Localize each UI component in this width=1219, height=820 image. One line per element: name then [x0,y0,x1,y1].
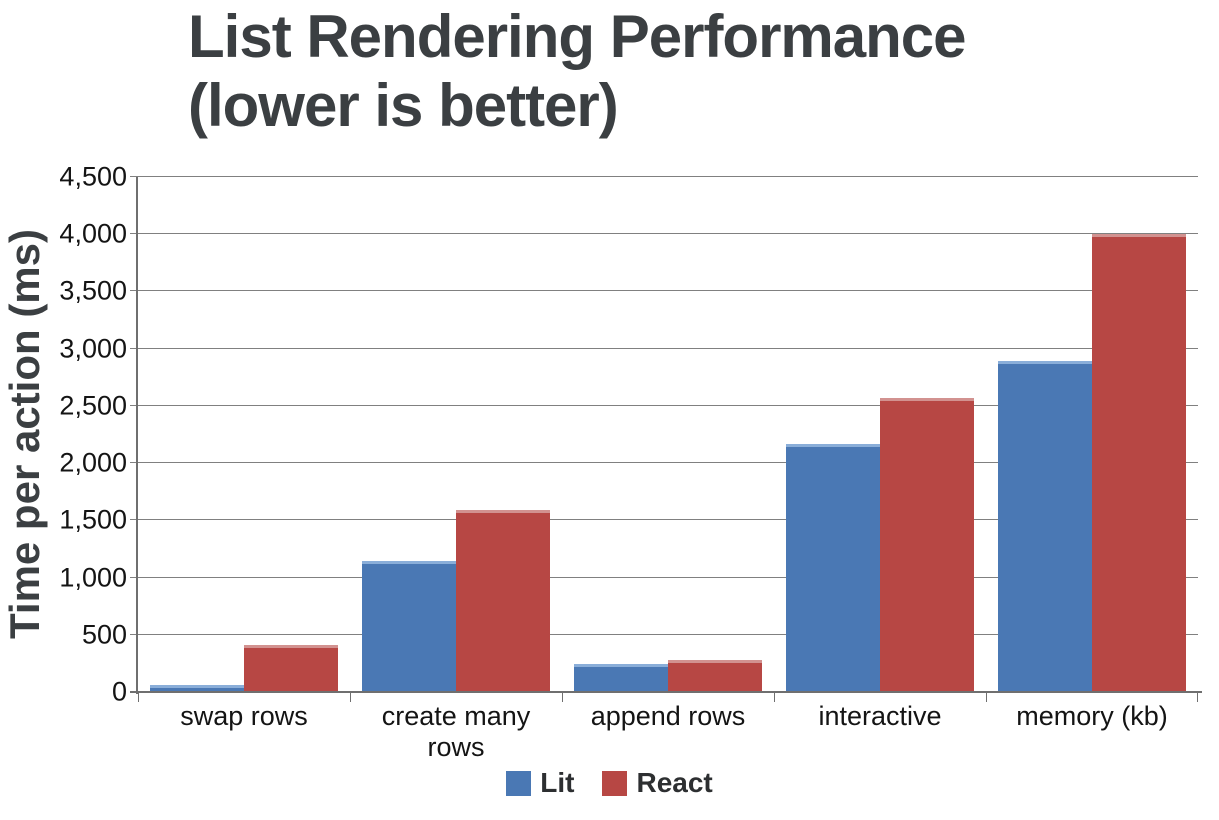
category-label: interactive [818,701,942,731]
category-label: create many rows [381,701,531,762]
bar-lit-swap-rows [150,685,244,692]
gridline [138,290,1198,292]
bar-group-interactive [774,177,986,692]
legend-swatch-lit [506,770,532,796]
y-tick-label: 4,500 [59,161,127,192]
bar-group-memory-kb [986,177,1198,692]
x-axis-category-labels: swap rows create many rows append rows inte… [138,701,1198,763]
y-tick-label: 1,500 [59,504,127,535]
x-axis-tick [1197,692,1198,702]
chart-title: List Rendering Performance (lower is bet… [188,2,967,140]
bar-react-interactive [880,397,974,692]
y-tick-label: 2,000 [59,447,127,478]
y-axis-tick [130,633,138,635]
y-tick-label: 0 [111,676,127,707]
legend-label: Lit [540,767,575,798]
chart-title-line2: (lower is better) [188,72,619,139]
y-axis-tick [130,576,138,578]
y-axis-tick [130,462,138,464]
y-tick-label: 2,500 [59,390,127,421]
bar-react-memory-kb [1092,234,1186,692]
bar-react-swap-rows [244,645,338,692]
gridline [138,519,1198,521]
category-label: memory (kb) [1016,701,1168,731]
x-axis-tick [350,692,351,702]
y-axis-line [136,177,138,694]
y-tick-label: 3,000 [59,333,127,364]
bar-group-append-rows [562,177,774,692]
y-axis-tick-labels: 0 500 1,000 1,500 2,000 2,500 3,000 3,500 4,000 4… [0,163,127,705]
y-axis-tick [130,347,138,349]
bar-lit-memory-kb [998,361,1092,692]
bar-lit-interactive [786,443,880,692]
legend-label: React [636,767,713,798]
gridline [138,176,1198,177]
gridline [138,233,1198,235]
gridline [138,462,1198,464]
category-cell-interactive: interactive [774,701,986,763]
bar-lit-append-rows [574,663,668,692]
y-tick-label: 3,500 [59,275,127,306]
category-cell-create-many-rows: create many rows [350,701,562,763]
x-axis-tick [774,692,775,702]
x-axis-tick [138,692,139,702]
category-label: append rows [590,701,746,731]
y-axis-tick [130,233,138,235]
bar-group-create-many-rows [350,177,562,692]
x-axis-line [130,691,1202,693]
category-label: swap rows [180,701,308,731]
gridline [138,347,1198,349]
bar-react-append-rows [668,659,762,692]
gridline [138,404,1198,406]
gridline [138,576,1198,578]
legend-swatch-react [602,770,628,796]
gridline [138,633,1198,635]
legend: Lit React [0,767,1219,799]
x-axis-tick [986,692,987,702]
y-axis-tick [130,290,138,292]
chart-title-line1: List Rendering Performance [188,3,967,70]
y-axis-tick [130,176,138,177]
y-tick-label: 500 [81,619,127,650]
category-cell-swap-rows: swap rows [138,701,350,763]
plot-area [130,176,1198,702]
legend-item-react: React [602,767,713,799]
bar-group-swap-rows [138,177,350,692]
y-axis-tick [130,519,138,521]
x-axis-tick [562,692,563,702]
legend-item-lit: Lit [506,767,574,799]
bar-react-create-many-rows [456,510,550,692]
category-cell-append-rows: append rows [562,701,774,763]
y-tick-label: 1,000 [59,562,127,593]
category-cell-memory-kb: memory (kb) [986,701,1198,763]
bar-groups [138,177,1198,692]
bar-lit-create-many-rows [362,560,456,692]
y-axis-tick [130,404,138,406]
y-tick-label: 4,000 [59,218,127,249]
